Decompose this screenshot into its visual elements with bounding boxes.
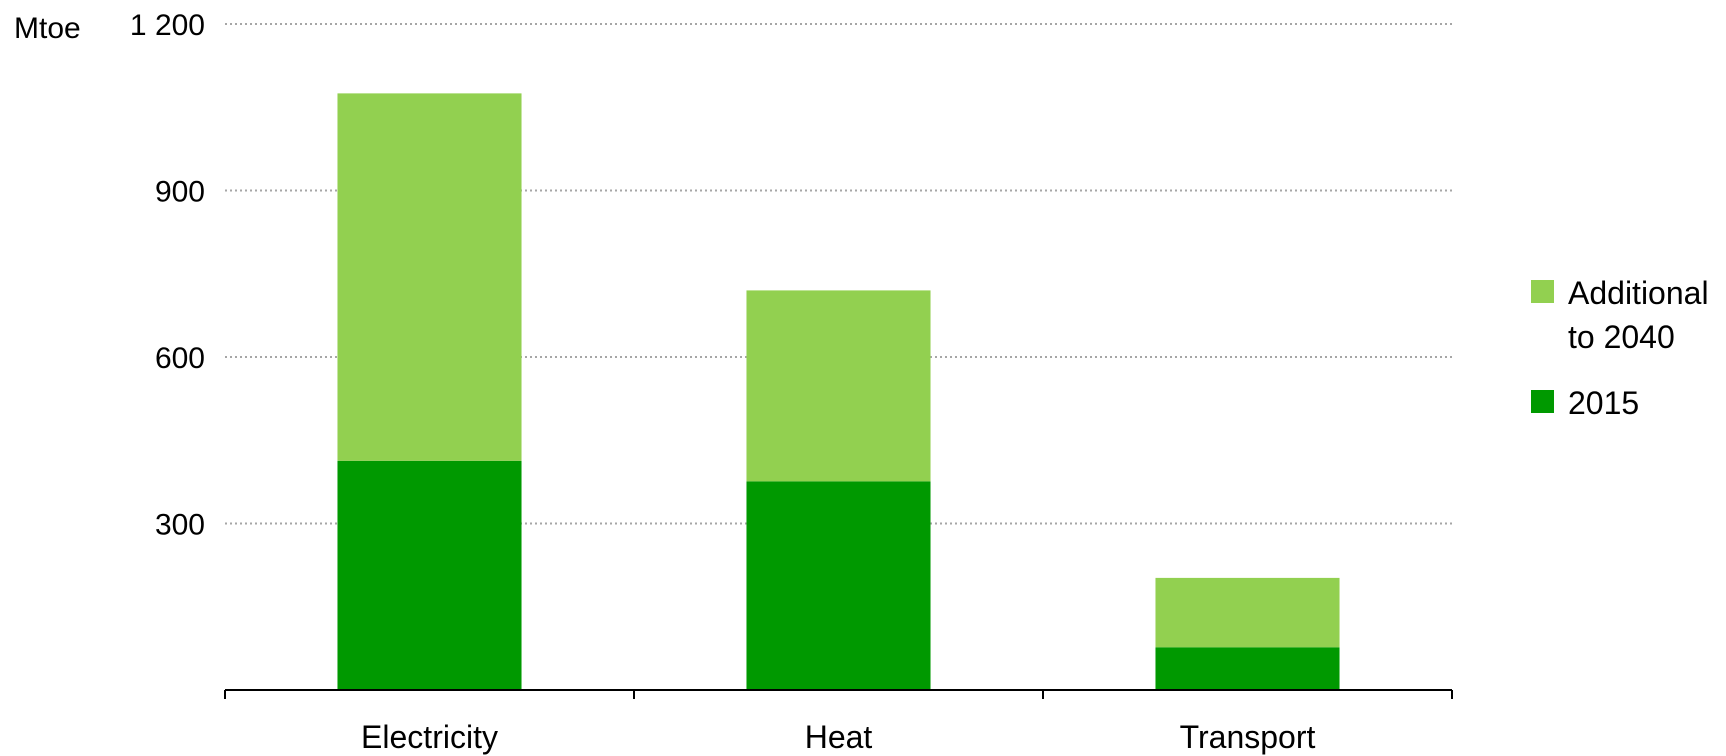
y-axis-unit: Mtoe: [14, 12, 81, 45]
x-category-label: Heat: [805, 719, 873, 755]
bar-heat-additional: [746, 290, 931, 482]
x-category-label: Transport: [1180, 719, 1316, 755]
legend-label: 2015: [1568, 385, 1639, 421]
bars: [337, 93, 1340, 690]
legend: Additional to 2040 2015: [1531, 275, 1709, 421]
y-tick-label: 600: [155, 342, 205, 375]
x-axis: Electricity Heat Transport: [224, 689, 1453, 755]
legend-label: Additional: [1568, 275, 1709, 311]
bar-transport-2015: [1155, 647, 1340, 690]
bar-transport-additional: [1155, 577, 1340, 648]
y-tick-label: 900: [155, 176, 205, 209]
y-axis: Mtoe 300 600 900 1 200: [14, 9, 205, 542]
bar-heat-2015: [746, 481, 931, 690]
legend-swatch: [1531, 280, 1554, 303]
legend-label: to 2040: [1568, 319, 1675, 355]
legend-swatch: [1531, 390, 1554, 413]
bar-electricity-2015: [337, 460, 522, 690]
x-category-label: Electricity: [361, 719, 498, 755]
y-tick-label: 300: [155, 509, 205, 542]
bar-electricity-additional: [337, 93, 522, 461]
y-tick-label: 1 200: [130, 9, 205, 42]
